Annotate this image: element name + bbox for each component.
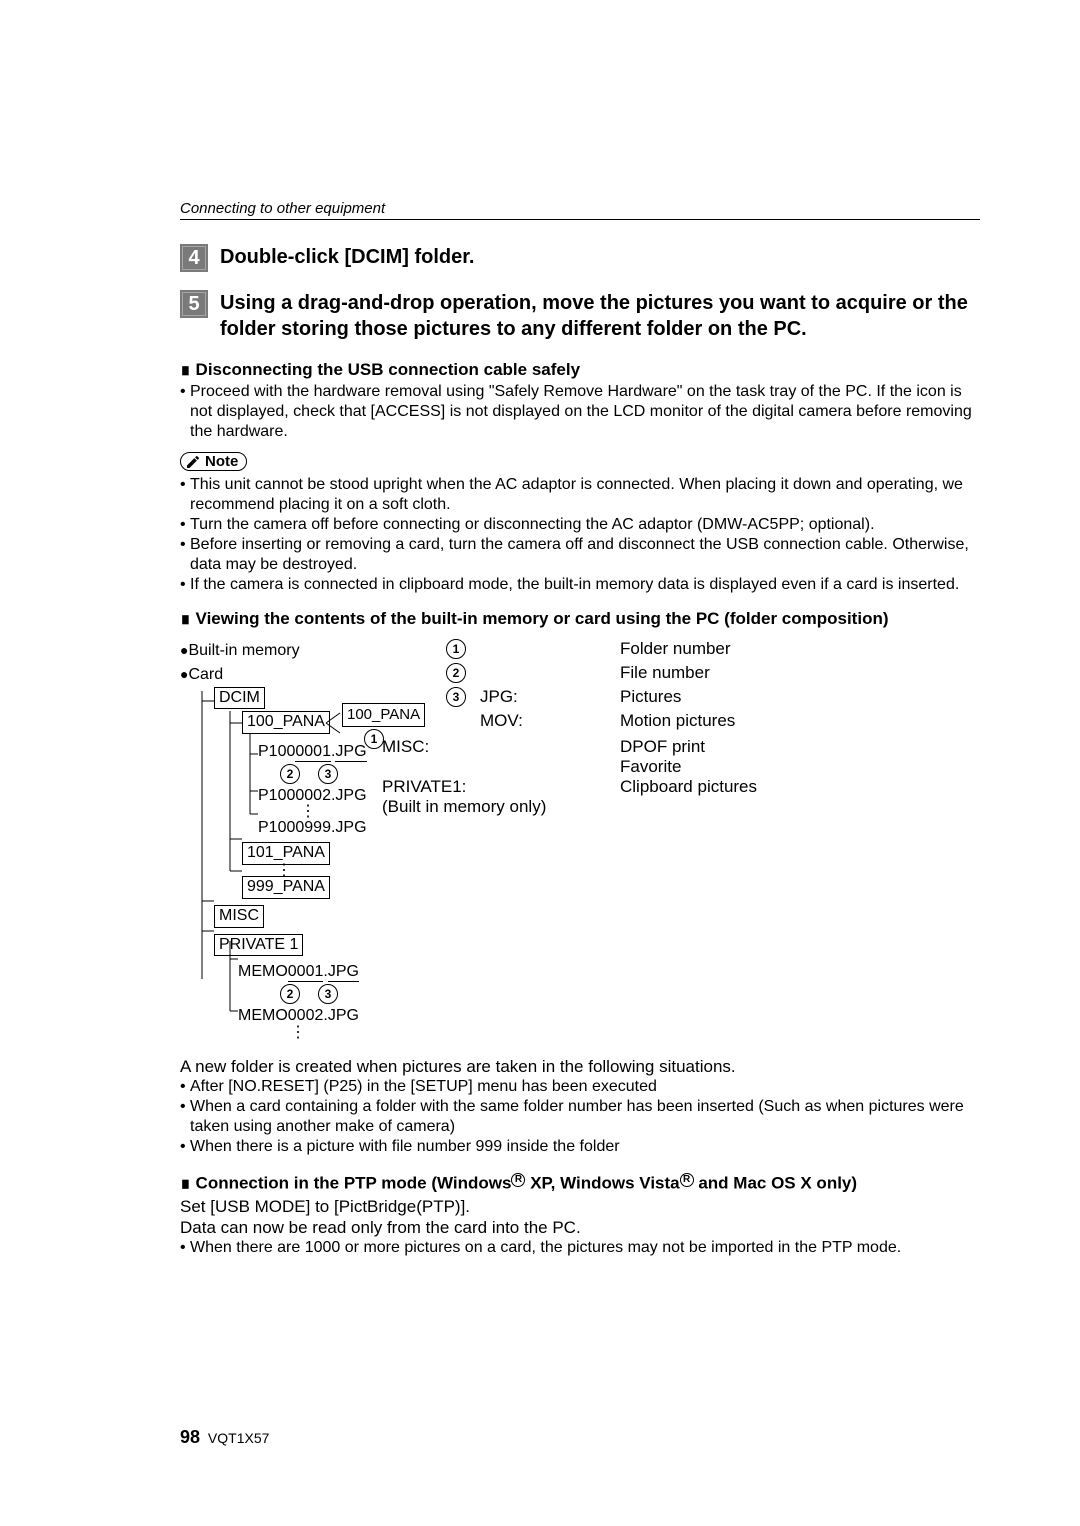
folder-view-heading-text: Viewing the contents of the built-in mem… xyxy=(196,609,889,628)
square-bullet-icon: ∎ xyxy=(180,360,196,379)
legend-marker-2-icon: 2 xyxy=(446,663,466,683)
legend-mov-label: MOV: xyxy=(480,711,620,731)
tree-root-builtin: Built-in memory xyxy=(188,639,299,663)
legend-jpg-value: Pictures xyxy=(620,687,980,707)
legend: 1 Folder number 2 File number 3 JPG: Pic… xyxy=(446,639,980,1039)
folder-view-heading: ∎ Viewing the contents of the built-in m… xyxy=(180,609,980,629)
disconnect-heading-text: Disconnecting the USB connection cable s… xyxy=(196,360,580,379)
list-item: Proceed with the hardware removal using … xyxy=(180,382,980,442)
list-item: After [NO.RESET] (P25) in the [SETUP] me… xyxy=(180,1077,980,1097)
square-bullet-icon: ∎ xyxy=(180,1174,196,1193)
tree-misc: MISC xyxy=(214,905,264,928)
list-item: When a card containing a folder with the… xyxy=(180,1097,980,1137)
folder-tree: ●Built-in memory ●Card DCIM 100_PANA 100… xyxy=(180,639,420,1039)
legend-private-value: Clipboard pictures xyxy=(620,777,980,817)
tree-file-1: P1000001.JPG xyxy=(258,740,367,764)
legend-misc-value-1: DPOF print xyxy=(620,737,980,757)
legend-marker-3-icon: 3 xyxy=(446,687,466,707)
legend-1-text: Folder number xyxy=(620,639,980,659)
marker-2-icon: 2 xyxy=(280,764,300,784)
callout-100pana-text: 100_PANA xyxy=(347,707,420,724)
ptp-heading-b: XP, Windows Vista xyxy=(525,1174,679,1193)
pencil-icon xyxy=(185,454,201,470)
list-item: When there are 1000 or more pictures on … xyxy=(180,1238,980,1258)
note-bullets: This unit cannot be stood upright when t… xyxy=(180,475,980,595)
step-number-icon: 5 xyxy=(180,290,208,318)
ptp-bullets: When there are 1000 or more pictures on … xyxy=(180,1238,980,1258)
step-5: 5 Using a drag-and-drop operation, move … xyxy=(180,290,980,342)
marker-1-icon: 1 xyxy=(364,729,384,749)
marker-2-icon: 2 xyxy=(280,984,300,1004)
new-folder-intro: A new folder is created when pictures ar… xyxy=(180,1056,980,1077)
legend-2-text: File number xyxy=(620,663,980,683)
legend-mov-value: Motion pictures xyxy=(620,711,980,731)
step-4-text: Double-click [DCIM] folder. xyxy=(220,244,474,270)
registered-icon: R xyxy=(680,1173,694,1187)
ptp-line-1: Set [USB MODE] to [PictBridge(PTP)]. xyxy=(180,1196,980,1217)
tree-memo-1: MEMO0001.JPG xyxy=(238,960,359,984)
ptp-heading-a: Connection in the PTP mode (Windows xyxy=(196,1174,512,1193)
step-number-icon: 4 xyxy=(180,244,208,272)
legend-misc-value-2: Favorite xyxy=(620,757,980,777)
legend-jpg-label: JPG: xyxy=(480,687,620,707)
ptp-line-2: Data can now be read only from the card … xyxy=(180,1217,980,1238)
list-item: This unit cannot be stood upright when t… xyxy=(180,475,980,515)
tree-root-card: Card xyxy=(188,663,223,687)
ptp-heading-c: and Mac OS X only) xyxy=(694,1174,857,1193)
disconnect-heading: ∎ Disconnecting the USB connection cable… xyxy=(180,360,980,380)
step-4: 4 Double-click [DCIM] folder. xyxy=(180,244,980,272)
list-item: Turn the camera off before connecting or… xyxy=(180,515,980,535)
ptp-heading: ∎ Connection in the PTP mode (WindowsR X… xyxy=(180,1173,980,1194)
marker-3-icon: 3 xyxy=(318,984,338,1004)
marker-3-icon: 3 xyxy=(318,764,338,784)
list-item: When there is a picture with file number… xyxy=(180,1137,980,1157)
disconnect-bullets: Proceed with the hardware removal using … xyxy=(180,382,980,442)
list-item: If the camera is connected in clipboard … xyxy=(180,575,980,595)
note-label: Note xyxy=(205,453,238,470)
callout-100pana: 100_PANA xyxy=(342,703,425,728)
registered-icon: R xyxy=(511,1173,525,1187)
new-folder-bullets: After [NO.RESET] (P25) in the [SETUP] me… xyxy=(180,1077,980,1157)
tree-file-999: P1000999.JPG xyxy=(258,816,367,840)
list-item: Before inserting or removing a card, tur… xyxy=(180,535,980,575)
doc-code: VQT1X57 xyxy=(208,1430,269,1446)
manual-page: Connecting to other equipment 4 Double-c… xyxy=(0,0,1080,1318)
section-header: Connecting to other equipment xyxy=(180,200,980,220)
folder-diagram: ●Built-in memory ●Card DCIM 100_PANA 100… xyxy=(180,639,980,1039)
tree-private1: PRIVATE 1 xyxy=(214,934,303,957)
page-number: 98 xyxy=(180,1427,200,1447)
legend-marker-1-icon: 1 xyxy=(446,639,466,659)
square-bullet-icon: ∎ xyxy=(180,609,196,628)
note-pill: Note xyxy=(180,452,247,471)
tree-dcim: DCIM xyxy=(214,687,265,710)
step-5-text: Using a drag-and-drop operation, move th… xyxy=(220,290,980,342)
tree-999pana: 999_PANA xyxy=(242,876,330,899)
page-footer: 98 VQT1X57 xyxy=(180,1427,269,1448)
tree-100pana: 100_PANA xyxy=(242,711,330,734)
